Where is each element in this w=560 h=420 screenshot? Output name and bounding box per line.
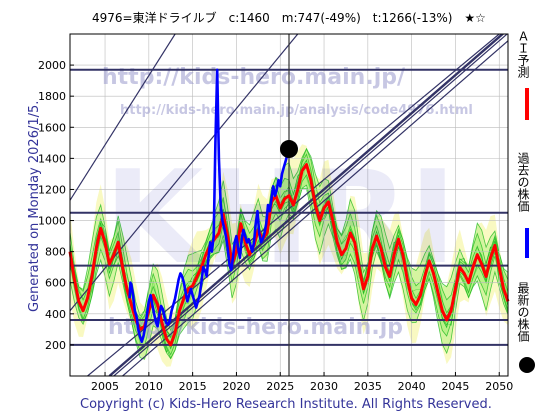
legend-dot-swatch — [519, 357, 535, 373]
y-tick-label: 2000 — [38, 59, 66, 72]
y-tick-label: 1400 — [38, 152, 66, 165]
x-tick-label: 2010 — [135, 380, 163, 393]
watermark-big-text: KHRI — [104, 144, 457, 293]
x-tick-label: 2030 — [310, 380, 338, 393]
past-price-line — [128, 68, 291, 344]
x-tick-label: 2005 — [91, 380, 119, 393]
plot-border — [69, 33, 509, 377]
latest-price-dot — [280, 140, 298, 159]
y-tick-label: 800 — [45, 246, 66, 259]
watermark-url-3: http://kids-hero.main.jp — [108, 315, 403, 340]
watermark-url-2: http://kids-hero.main.jp/analysis/code49… — [120, 103, 473, 118]
ai-forecast-line — [68, 163, 510, 347]
legend-label: 最新の株価 — [516, 282, 530, 342]
x-tick-label: 2015 — [179, 380, 207, 393]
x-tick-label: 2040 — [398, 380, 426, 393]
trend-line — [108, 34, 505, 376]
latest-price-marker — [280, 140, 298, 159]
data-series — [68, 68, 510, 347]
y-tick-label: 400 — [45, 308, 66, 321]
x-tick-label: 2025 — [266, 380, 294, 393]
generated-date-label: Generated on Monday 2026/1/5. — [27, 101, 42, 312]
y-tick-label: 200 — [45, 339, 66, 352]
trend-line — [113, 34, 508, 376]
legend-label: ＡＩ予測 — [516, 30, 530, 79]
chart-title: 4976=東洋ドライルブ c:1460 m:747(-49%) t:1266(-… — [92, 10, 486, 25]
x-tick-label: 2035 — [354, 380, 382, 393]
y-tick-label: 1800 — [38, 90, 66, 103]
y-tick-label: 600 — [45, 277, 66, 290]
y-tick-label: 1600 — [38, 121, 66, 134]
legend-label: 過去の株価 — [516, 152, 530, 212]
y-tick-label: 1200 — [38, 183, 66, 196]
y-axis-tick-labels: 200 400 600 800 1000 1200 1400 1600 1800 2000 — [38, 59, 74, 352]
x-tick-label: 2045 — [441, 380, 469, 393]
x-tick-label: 2050 — [485, 380, 513, 393]
x-axis-tick-labels: 2005 2010 2015 2020 2025 2030 2035 2040 2045 2050 — [91, 372, 513, 393]
trend-line — [70, 34, 176, 201]
trend-line — [70, 34, 299, 312]
plot-frame — [69, 33, 509, 377]
x-tick-label: 2020 — [222, 380, 250, 393]
y-tick-label: 1000 — [38, 215, 66, 228]
copyright-footer: Copyright (c) Kids-Hero Research Institu… — [80, 397, 492, 412]
